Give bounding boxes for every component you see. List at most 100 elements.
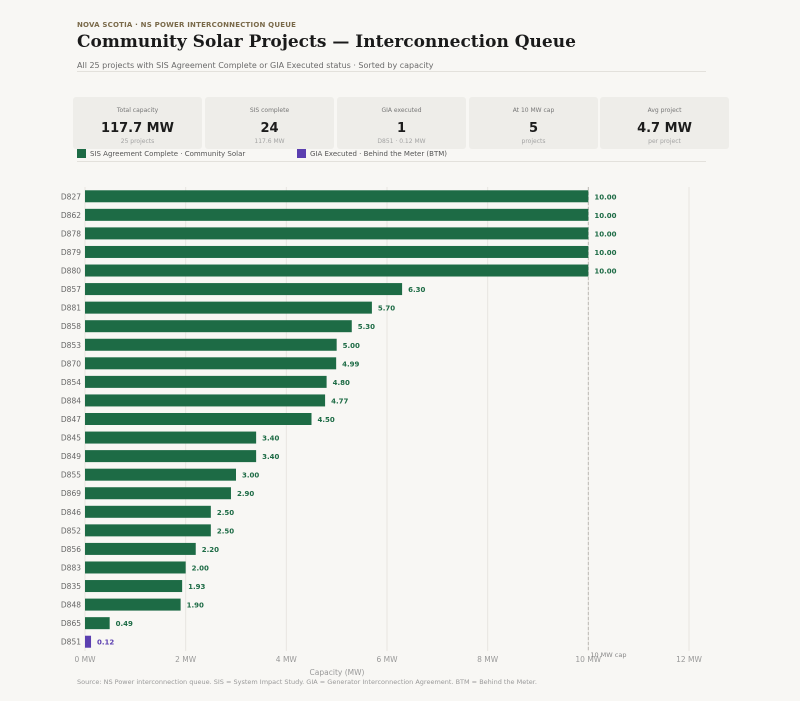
stat-card-total-capacity: Total capacity 117.7 MW 25 projects — [73, 97, 202, 149]
stat-label: SIS complete — [249, 107, 290, 114]
stat-label: Avg project — [647, 107, 682, 114]
x-tick-label: 10 MW — [575, 655, 601, 664]
data-label: 10.00 — [594, 249, 616, 257]
data-label: 4.80 — [333, 379, 350, 387]
category-label: D835 — [61, 582, 81, 591]
bar-d865 — [85, 617, 110, 630]
data-label: 0.49 — [116, 620, 133, 628]
stat-card-sis-complete: SIS complete 24 117.6 MW — [205, 97, 334, 149]
x-tick-label: 0 MW — [74, 655, 96, 664]
category-label: D854 — [61, 378, 81, 387]
stat-card-gia-executed: GIA executed 1 D851 · 0.12 MW — [337, 97, 466, 149]
bar-d880 — [85, 264, 589, 277]
bar-d884 — [85, 394, 326, 407]
data-label: 2.50 — [217, 527, 234, 535]
category-label: D862 — [61, 211, 81, 220]
bar-d855 — [85, 468, 236, 481]
data-label: 2.50 — [217, 509, 234, 517]
legend-item-gia: GIA Executed · Behind the Meter (BTM) — [297, 149, 447, 158]
data-label: 4.50 — [318, 416, 335, 424]
stat-value: 117.7 MW — [101, 121, 174, 136]
category-label: D881 — [61, 304, 81, 313]
category-label: D845 — [61, 434, 81, 443]
cap-reference-label: 10 MW cap — [590, 651, 626, 659]
data-label: 5.30 — [358, 323, 375, 331]
bar-d878 — [85, 227, 589, 240]
category-label: D883 — [61, 563, 81, 572]
category-label: D848 — [61, 601, 81, 610]
category-label: D869 — [61, 489, 81, 498]
category-label: D855 — [61, 471, 81, 480]
category-label: D852 — [61, 526, 81, 535]
stat-cards: Total capacity 117.7 MW 25 projects SIS … — [73, 97, 730, 149]
data-label: 6.30 — [408, 286, 425, 294]
category-label: D846 — [61, 508, 81, 517]
data-label: 5.70 — [378, 305, 395, 313]
data-label: 10.00 — [594, 268, 616, 276]
category-label: D884 — [61, 396, 81, 405]
legend-rule — [77, 161, 706, 162]
bar-d848 — [85, 598, 181, 611]
stat-value: 24 — [260, 121, 279, 136]
data-label: 10.00 — [594, 230, 616, 238]
data-label: 10.00 — [594, 193, 616, 201]
category-label: D870 — [61, 359, 81, 368]
stat-card-avg-project: Avg project 4.7 MW per project — [600, 97, 729, 149]
category-label: D858 — [61, 322, 81, 331]
x-tick-label: 8 MW — [477, 655, 499, 664]
data-label: 4.99 — [342, 360, 359, 368]
category-label: D865 — [61, 619, 81, 628]
bar-d849 — [85, 450, 257, 463]
bar-d879 — [85, 245, 589, 258]
bar-d856 — [85, 542, 196, 555]
x-tick-label: 4 MW — [276, 655, 298, 664]
data-label: 5.00 — [343, 342, 360, 350]
stat-card-at-cap: At 10 MW cap 5 projects — [469, 97, 598, 149]
bar-d862 — [85, 208, 589, 221]
category-label: D878 — [61, 229, 81, 238]
legend-label: GIA Executed · Behind the Meter (BTM) — [310, 149, 448, 158]
bar-d846 — [85, 505, 211, 518]
bar-d857 — [85, 283, 403, 296]
legend-item-sis: SIS Agreement Complete · Community Solar — [77, 149, 245, 158]
x-axis-label: Capacity (MW) — [310, 668, 365, 677]
data-label: 2.20 — [202, 546, 219, 554]
legend-label: SIS Agreement Complete · Community Solar — [90, 149, 246, 158]
stat-label: At 10 MW cap — [512, 107, 555, 114]
data-label: 1.93 — [188, 583, 205, 591]
header-rule — [77, 71, 706, 72]
x-tick-label: 12 MW — [676, 655, 702, 664]
stat-sub: projects — [521, 138, 546, 145]
category-label: D849 — [61, 452, 81, 461]
stat-sub: 25 projects — [120, 138, 155, 145]
legend-swatch-gia — [297, 149, 306, 158]
data-label: 2.00 — [192, 564, 209, 572]
stat-sub: per project — [648, 138, 681, 145]
x-tick-label: 6 MW — [376, 655, 398, 664]
category-label: D851 — [61, 638, 81, 647]
bar-d853 — [85, 338, 337, 351]
legend-swatch-sis — [77, 149, 86, 158]
data-label: 10.00 — [594, 212, 616, 220]
bar-d845 — [85, 431, 257, 444]
x-tick-label: 2 MW — [175, 655, 197, 664]
bar-d870 — [85, 357, 337, 370]
bar-d881 — [85, 301, 372, 314]
category-label: D856 — [61, 545, 81, 554]
data-label: 3.40 — [262, 435, 279, 443]
page-title: Community Solar Projects — Interconnecti… — [77, 32, 576, 52]
category-label: D853 — [61, 341, 81, 350]
legend: SIS Agreement Complete · Community Solar… — [77, 149, 706, 159]
eyebrow: NOVA SCOTIA · NS POWER INTERCONNECTION Q… — [77, 21, 297, 29]
bar-d827 — [85, 190, 589, 203]
category-label: D879 — [61, 248, 81, 257]
data-label: 4.77 — [331, 397, 348, 405]
data-label: 1.90 — [187, 602, 204, 610]
page-subtitle: All 25 projects with SIS Agreement Compl… — [77, 61, 434, 70]
bar-d835 — [85, 580, 183, 593]
source-note: Source: NS Power interconnection queue. … — [77, 678, 537, 686]
bar-d851 — [85, 635, 92, 648]
stat-value: 4.7 MW — [637, 121, 692, 136]
stat-label: GIA executed — [381, 107, 422, 114]
stat-value: 1 — [396, 121, 407, 136]
